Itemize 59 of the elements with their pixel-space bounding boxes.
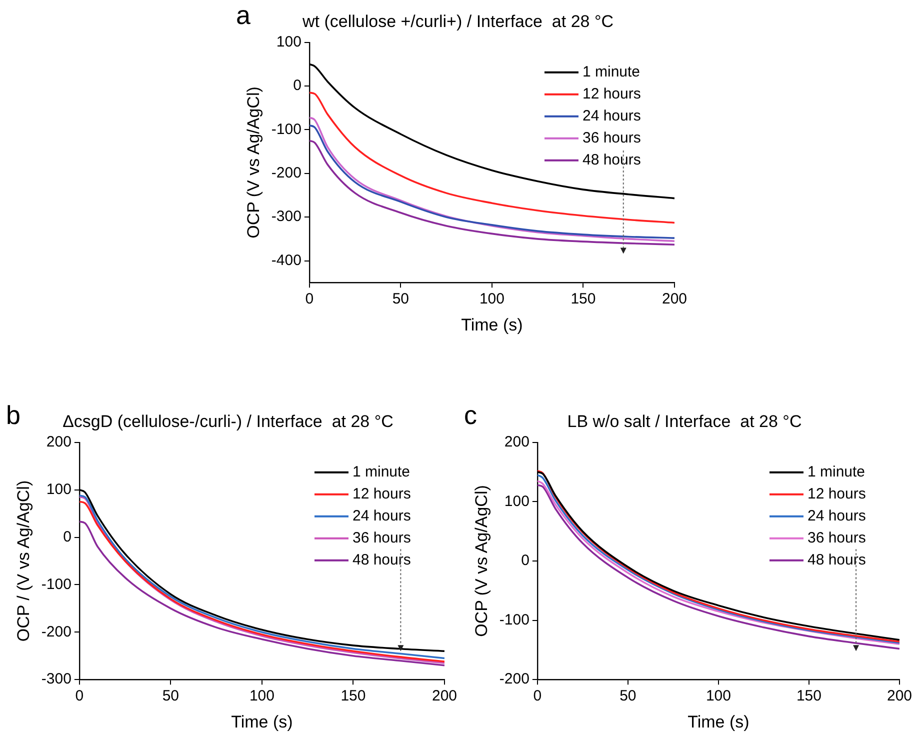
x-tick-label: 50: [620, 688, 636, 705]
legend-label: 1 minute: [352, 464, 410, 481]
legend-label: 48 hours: [582, 152, 641, 169]
text: a: [236, 0, 251, 30]
y-axis-title: OCP / (V vs Ag/AgCl): [14, 480, 33, 642]
y-tick-label: -100: [499, 611, 530, 628]
y-tick-label: -200: [271, 164, 302, 182]
y-tick-label: 100: [276, 34, 302, 51]
x-tick-label: 100: [479, 290, 504, 308]
x-axis-title: Time (s): [461, 315, 523, 334]
legend-label: 36 hours: [807, 530, 866, 547]
y-tick-label: -100: [271, 120, 302, 138]
x-tick-label: 0: [533, 688, 542, 705]
y-tick-label: -100: [41, 576, 72, 593]
legend-label: 36 hours: [582, 130, 641, 147]
x-axis-title: Time (s): [231, 712, 293, 732]
x-tick-label: 0: [305, 290, 314, 308]
legend-label: 12 hours: [807, 486, 866, 503]
legend-label: 48 hours: [352, 552, 411, 569]
y-tick-label: 200: [504, 434, 530, 451]
legend-label: 1 minute: [807, 464, 866, 481]
y-tick-label: 0: [63, 528, 72, 546]
chart-title: LB w/o salt / Interface at 28 °C: [567, 412, 802, 431]
legend-label: 24 hours: [582, 108, 641, 125]
y-tick-label: -200: [499, 670, 530, 688]
y-tick-label: -300: [271, 208, 302, 226]
y-tick-label: 0: [293, 77, 302, 94]
y-tick-label: 100: [504, 492, 530, 510]
x-tick-label: 150: [570, 290, 596, 308]
x-tick-label: 0: [75, 688, 84, 705]
y-tick-label: 200: [46, 434, 72, 451]
x-tick-label: 50: [162, 688, 180, 705]
x-tick-label: 150: [796, 688, 822, 705]
x-tick-label: 200: [662, 290, 687, 308]
x-tick-label: 100: [706, 688, 731, 705]
legend-label: 24 hours: [807, 508, 866, 525]
y-tick-label: -200: [41, 623, 72, 640]
x-tick-label: 200: [432, 688, 457, 705]
y-tick-label: -300: [41, 670, 72, 688]
legend-label: 24 hours: [352, 508, 411, 525]
x-tick-label: 100: [249, 688, 274, 705]
legend-label: 48 hours: [807, 552, 866, 569]
legend-label: 12 hours: [352, 486, 411, 503]
x-tick-label: 150: [340, 688, 366, 705]
y-tick-label: 100: [46, 480, 72, 498]
chart-title: wt (cellulose +/curli+) / Interface at 28 °C: [301, 12, 614, 31]
y-tick-label: 0: [521, 552, 530, 570]
legend-label: 36 hours: [352, 530, 411, 547]
y-axis-title: OCP (V vs Ag/AgCl): [472, 485, 491, 637]
x-tick-label: 200: [886, 688, 912, 705]
text: c: [464, 400, 477, 430]
legend-label: 1 minute: [582, 64, 640, 81]
text: b: [6, 400, 20, 430]
x-tick-label: 50: [392, 290, 410, 308]
y-tick-label: -400: [271, 252, 302, 269]
y-axis-title: OCP (V vs Ag/AgCl): [244, 86, 263, 238]
legend-label: 12 hours: [582, 86, 641, 103]
chart-title: ΔcsgD (cellulose-/curli-) / Interface at 28 °C: [62, 412, 394, 431]
x-axis-title: Time (s): [688, 712, 750, 732]
